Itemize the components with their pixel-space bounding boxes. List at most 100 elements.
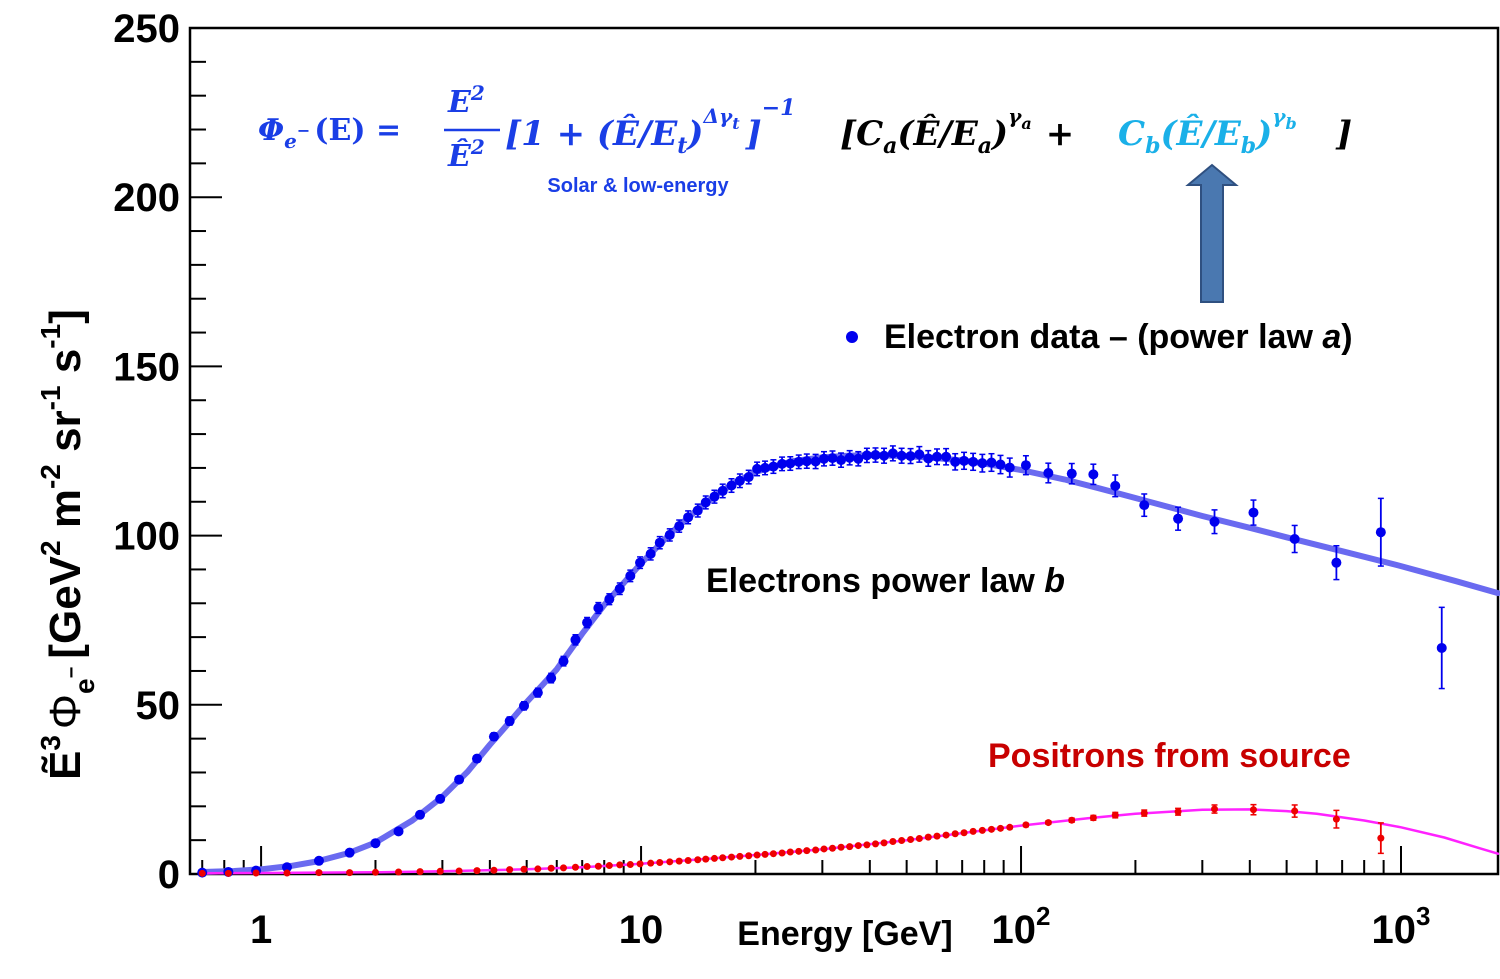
positron-data-point	[1068, 816, 1076, 824]
y-tick-label: 100	[113, 515, 180, 559]
positron-data-point	[694, 856, 702, 864]
positron-data-point	[416, 868, 424, 876]
electron-data-point	[923, 453, 934, 464]
electron-data-point	[435, 793, 446, 804]
electron-data-point	[709, 491, 720, 502]
electron-data-point	[760, 462, 771, 473]
electron-data-point	[1110, 480, 1121, 491]
electron-data-point	[777, 458, 788, 469]
solar-low-energy-label: Solar & low-energy	[547, 175, 729, 197]
electron-data-point	[941, 451, 952, 462]
electron-data-point	[768, 461, 779, 472]
electron-data-point	[717, 485, 728, 496]
positron-data-point	[736, 852, 744, 860]
electron-data-point	[932, 451, 943, 462]
positron-data-point	[924, 833, 932, 841]
electron-data-point	[504, 716, 515, 727]
y-tick-label: 250	[113, 7, 180, 51]
electron-data-point	[1375, 527, 1386, 538]
electron-data-point	[959, 455, 970, 466]
positron-data-point	[583, 863, 591, 871]
electron-data-point	[977, 458, 988, 469]
electron-data-point	[1209, 516, 1220, 527]
formula-denominator: Ê2	[447, 135, 485, 174]
positron-data-point	[761, 850, 769, 858]
electron-data-point	[870, 450, 881, 461]
positron-data-point	[907, 835, 915, 843]
positron-data-point	[1111, 811, 1119, 819]
electron-data-point	[281, 862, 292, 873]
formula-solar-bracket: [1 + (Ê/Et)Δγt]−1	[505, 95, 795, 159]
positron-data-point	[880, 839, 888, 847]
electron-data-point	[654, 537, 665, 548]
electron-data-point	[801, 456, 812, 467]
electron-data-point	[313, 855, 324, 866]
formula-numerator: E2	[447, 81, 485, 120]
positron-data-point	[647, 859, 655, 867]
electron-data-point	[986, 457, 997, 468]
electron-data-point	[1139, 500, 1150, 511]
electron-data-point	[844, 452, 855, 463]
electron-data-point	[1088, 469, 1099, 480]
positron-data-point	[473, 867, 481, 875]
positron-data-point	[987, 825, 995, 833]
positron-data-point	[283, 869, 291, 877]
electron-data-point	[570, 634, 581, 645]
y-axis-phi: Φ	[41, 694, 90, 729]
positron-data-point	[198, 869, 206, 877]
positron-data-point	[778, 849, 786, 857]
data-points	[197, 445, 1447, 878]
electron-data-point	[827, 453, 838, 464]
y-axis-phi-sub: e	[69, 678, 100, 694]
positron-data-point	[710, 854, 718, 862]
y-axis-unit-close: ]	[41, 309, 90, 324]
y-axis-e-exp: 3	[35, 735, 66, 751]
electron-data-point	[896, 450, 907, 461]
positron-data-point	[436, 867, 444, 875]
positron-data-point	[605, 862, 613, 870]
positron-data-point	[1211, 805, 1219, 813]
positron-data-point	[978, 826, 986, 834]
y-axis-unit-m: m	[41, 489, 90, 540]
electron-data-point	[370, 838, 381, 849]
positron-data-point	[395, 868, 403, 876]
x-tick-label: 1	[250, 908, 272, 952]
y-tick-label: 150	[113, 345, 180, 389]
electron-data-point	[887, 448, 898, 459]
electron-data-point	[519, 700, 530, 711]
positron-data-point	[942, 831, 950, 839]
positron-data-point	[594, 862, 602, 870]
x-axis-tick-labels: 1 10 102 103	[250, 901, 1431, 952]
positron-data-point	[996, 824, 1004, 832]
electrons-power-law-b-label: Electrons power law b	[706, 562, 1065, 600]
plot-frame	[188, 26, 1500, 876]
electron-data-point	[879, 450, 890, 461]
positron-data-point	[960, 829, 968, 837]
y-axis-unit-m-exp: -2	[35, 464, 66, 489]
electron-data-point	[968, 456, 979, 467]
positron-data-point	[719, 854, 727, 862]
positron-data-point	[745, 852, 753, 860]
electron-data-point	[861, 450, 872, 461]
electron-data-point	[1043, 467, 1054, 478]
positron-data-point	[346, 869, 354, 877]
positron-data-point	[753, 851, 761, 859]
electron-data-point	[1173, 513, 1184, 524]
electron-data-point	[683, 512, 694, 523]
positron-data-point	[786, 848, 794, 856]
electron-data-point	[645, 548, 656, 559]
y-tick-label: 50	[136, 684, 181, 728]
formula-term-b: Cb(Ê/Eb)γb	[1118, 104, 1297, 159]
positron-data-point	[626, 861, 634, 869]
positron-data-point	[1174, 808, 1182, 816]
electron-data-point	[344, 847, 355, 858]
positron-data-point	[636, 860, 644, 868]
positron-data-point	[933, 832, 941, 840]
positron-data-point	[315, 869, 323, 877]
positron-data-point	[616, 861, 624, 869]
y-axis-unit-sr: sr	[41, 410, 90, 464]
electron-data-point	[546, 673, 557, 684]
electron-data-point	[1436, 642, 1447, 653]
